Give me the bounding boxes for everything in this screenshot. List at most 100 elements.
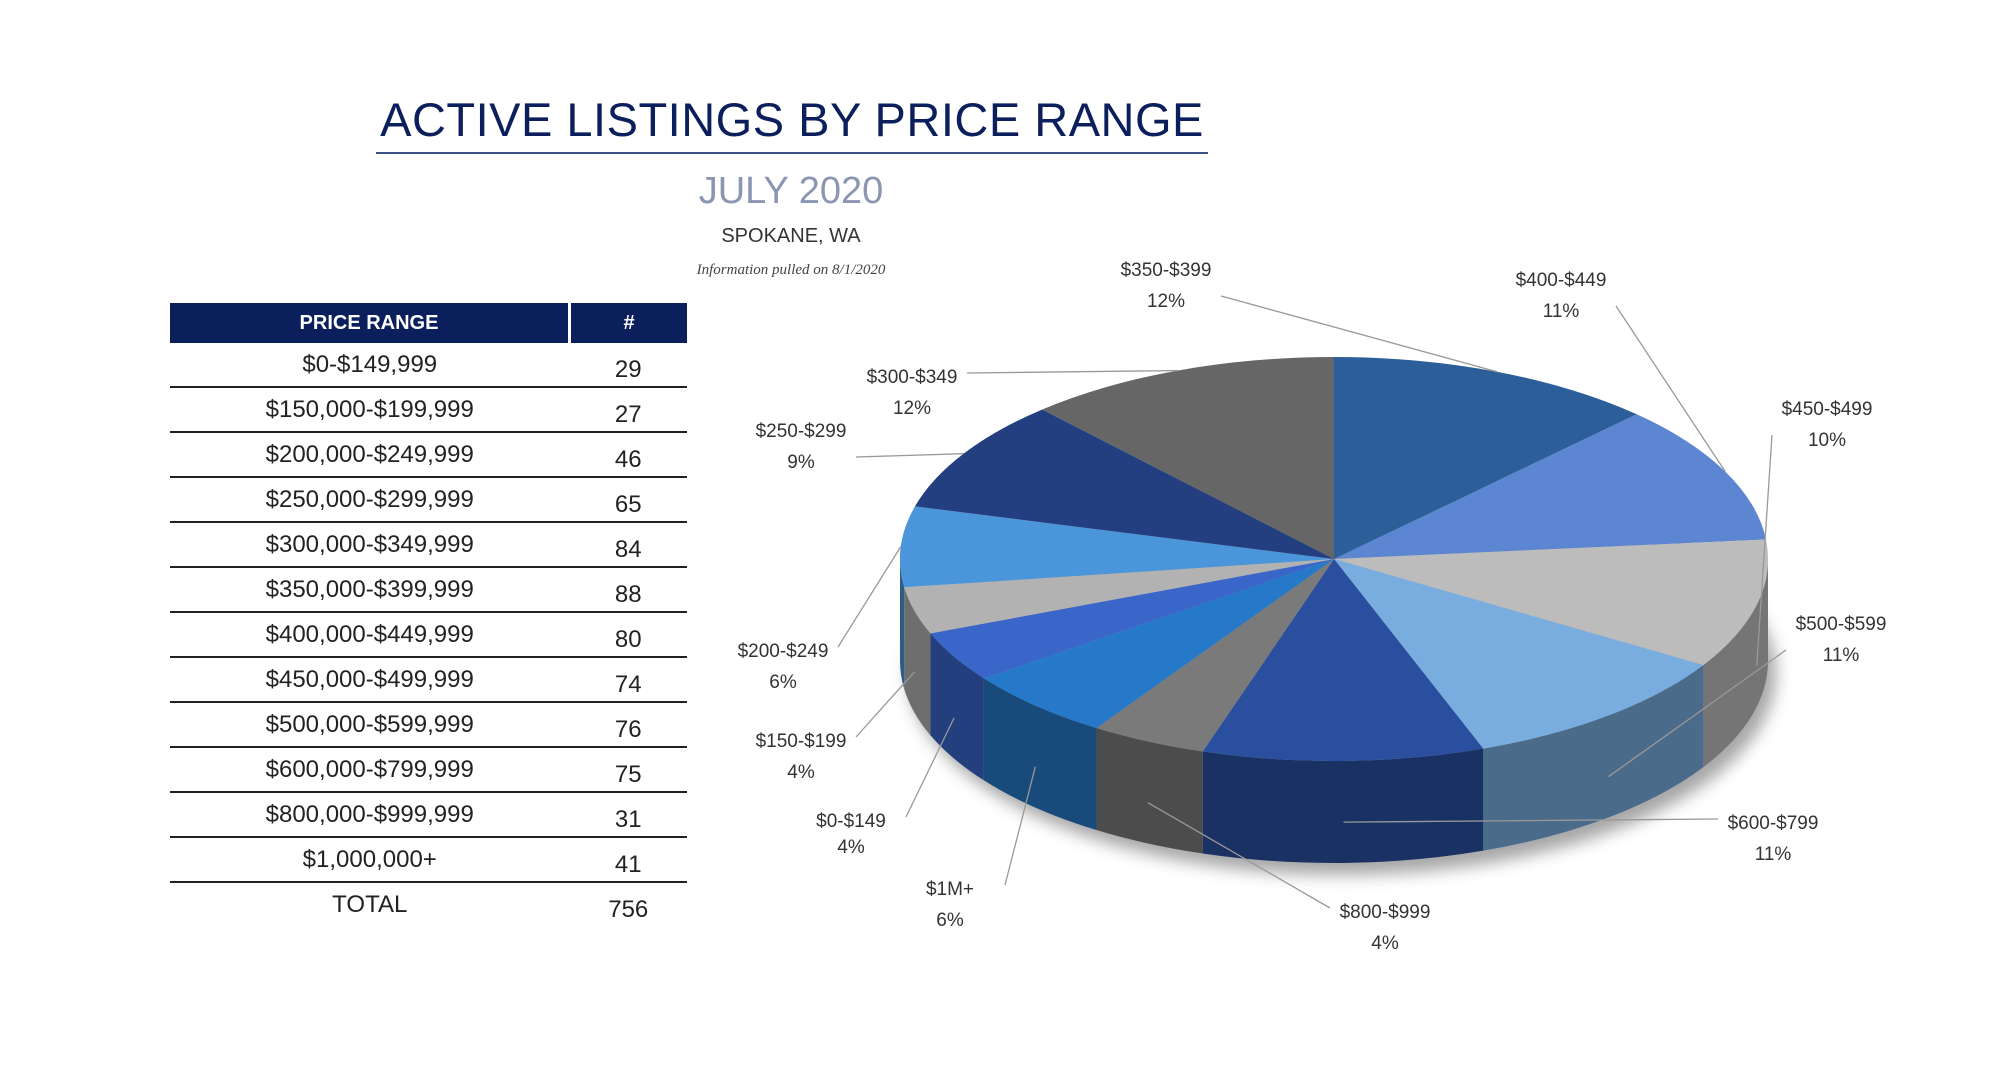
- header-count: #: [568, 303, 687, 343]
- count-cell: 65: [569, 477, 687, 523]
- price-range-cell: $400,000-$449,999: [170, 612, 570, 658]
- slice-percent: 12%: [1147, 291, 1185, 312]
- slice-label: $450-$499: [1782, 399, 1873, 420]
- leader-line: [855, 671, 915, 738]
- leader-line: [1004, 766, 1036, 886]
- price-range-cell: $500,000-$599,999: [170, 702, 570, 748]
- pie-slice: [904, 559, 1334, 634]
- pie-slice: [1334, 414, 1766, 559]
- pie-slice: [900, 506, 1334, 588]
- table-row: $200,000-$249,999 46: [170, 432, 687, 478]
- table-row: $350,000-$399,999 88: [170, 567, 687, 613]
- slice-percent: 11%: [1755, 844, 1792, 865]
- table-row: $0-$149,999 29: [170, 343, 687, 388]
- price-range-cell: $800,000-$999,999: [170, 792, 570, 838]
- table-row: $300,000-$349,999 84: [170, 522, 687, 568]
- pie-slice: [1334, 539, 1769, 666]
- price-range-cell: $450,000-$499,999: [170, 657, 570, 703]
- table-row: $450,000-$499,999 74: [170, 657, 687, 703]
- slice-label: $400-$449: [1516, 270, 1607, 291]
- slice-label: $150-$199: [756, 731, 847, 752]
- pie-side-5: [1096, 728, 1203, 854]
- pie-side-9: [900, 559, 905, 690]
- count-cell: 74: [569, 657, 687, 703]
- leader-line: [1756, 434, 1773, 666]
- price-range-table: PRICE RANGE # $0-$149,999 29 $150,000-$199…: [170, 303, 687, 926]
- price-range-cell: $150,000-$199,999: [170, 387, 570, 433]
- table-row: $500,000-$599,999 76: [170, 702, 687, 748]
- count-cell: 80: [569, 612, 687, 658]
- slice-percent: 11%: [1543, 301, 1580, 322]
- slice-label: $0-$149: [816, 811, 886, 832]
- slice-percent: 9%: [787, 452, 815, 473]
- slice-label: $300-$349: [867, 367, 958, 388]
- slice-percent: 4%: [1371, 933, 1399, 954]
- slice-percent: 6%: [936, 910, 964, 931]
- price-range-cell: $1,000,000+: [170, 837, 570, 883]
- count-cell: 41: [569, 837, 687, 883]
- page-title: ACTIVE LISTINGS BY PRICE RANGE: [380, 93, 1204, 146]
- leader-line: [966, 369, 1178, 374]
- pie-slice: [1334, 559, 1704, 749]
- count-cell: 75: [569, 747, 687, 793]
- slice-label: $800-$999: [1340, 902, 1431, 923]
- leader-line: [1147, 802, 1331, 909]
- pie-slice: [930, 559, 1334, 679]
- price-range-cell: $350,000-$399,999: [170, 567, 570, 613]
- subtitle-month: JULY 2020: [698, 170, 884, 212]
- leader-line: [1343, 818, 1719, 823]
- count-cell: 76: [569, 702, 687, 748]
- count-cell: 46: [569, 432, 687, 478]
- table-row: $600,000-$799,999 75: [170, 747, 687, 793]
- pie-slice: [1096, 559, 1334, 752]
- slice-label: $200-$249: [738, 641, 829, 662]
- total-label: TOTAL: [332, 890, 408, 918]
- pie-side-2: [1703, 559, 1768, 768]
- total-row: TOTAL 756: [170, 882, 687, 926]
- leader-line: [1615, 305, 1726, 472]
- slice-percent: 12%: [893, 398, 931, 419]
- pie-slice: [1042, 357, 1334, 559]
- slice-percent: 4%: [787, 762, 815, 783]
- pie-side-8: [904, 587, 931, 736]
- pie-side-4: [1202, 748, 1484, 863]
- slice-percent: 10%: [1808, 430, 1846, 451]
- info-note: Information pulled on 8/1/2020: [696, 262, 886, 278]
- count-cell: 29: [569, 343, 687, 388]
- slice-percent: 4%: [837, 837, 865, 858]
- count-cell: 27: [569, 387, 687, 433]
- table-row: $250,000-$299,999 65: [170, 477, 687, 523]
- price-range-cell: $250,000-$299,999: [170, 477, 570, 523]
- pie-side-6: [983, 678, 1097, 831]
- table-row: $150,000-$199,999 27: [170, 387, 687, 433]
- leader-line: [905, 717, 955, 818]
- table-row: $400,000-$449,999 80: [170, 612, 687, 658]
- title-underline: [376, 152, 1208, 154]
- leader-line: [1608, 649, 1787, 778]
- price-range-cell: $300,000-$349,999: [170, 522, 570, 568]
- pie-side-3: [1483, 665, 1704, 851]
- price-range-cell: $600,000-$799,999: [170, 747, 570, 793]
- header-price-range: PRICE RANGE: [170, 303, 570, 343]
- location: SPOKANE, WA: [721, 225, 861, 247]
- count-cell: 88: [569, 567, 687, 613]
- pie-slice: [1202, 559, 1484, 761]
- slice-percent: 11%: [1823, 645, 1860, 666]
- pie-side-7: [930, 633, 984, 781]
- price-range-cell: $0-$149,999: [170, 343, 570, 388]
- slice-label: $250-$299: [756, 421, 847, 442]
- count-cell: 31: [569, 792, 687, 838]
- table-row: $800,000-$999,999 31: [170, 792, 687, 838]
- pie-slice: [983, 559, 1334, 729]
- pie-slice: [1334, 357, 1637, 559]
- leader-line: [855, 453, 964, 458]
- count-cell: 84: [569, 522, 687, 568]
- slice-label: $500-$599: [1796, 614, 1887, 635]
- leader-line: [1220, 295, 1498, 373]
- slice-label: $1M+: [926, 879, 974, 900]
- table-row: $1,000,000+ 41: [170, 837, 687, 883]
- price-range-cell: $200,000-$249,999: [170, 432, 570, 478]
- slice-label: $350-$399: [1121, 260, 1212, 281]
- table-header: PRICE RANGE #: [170, 303, 687, 343]
